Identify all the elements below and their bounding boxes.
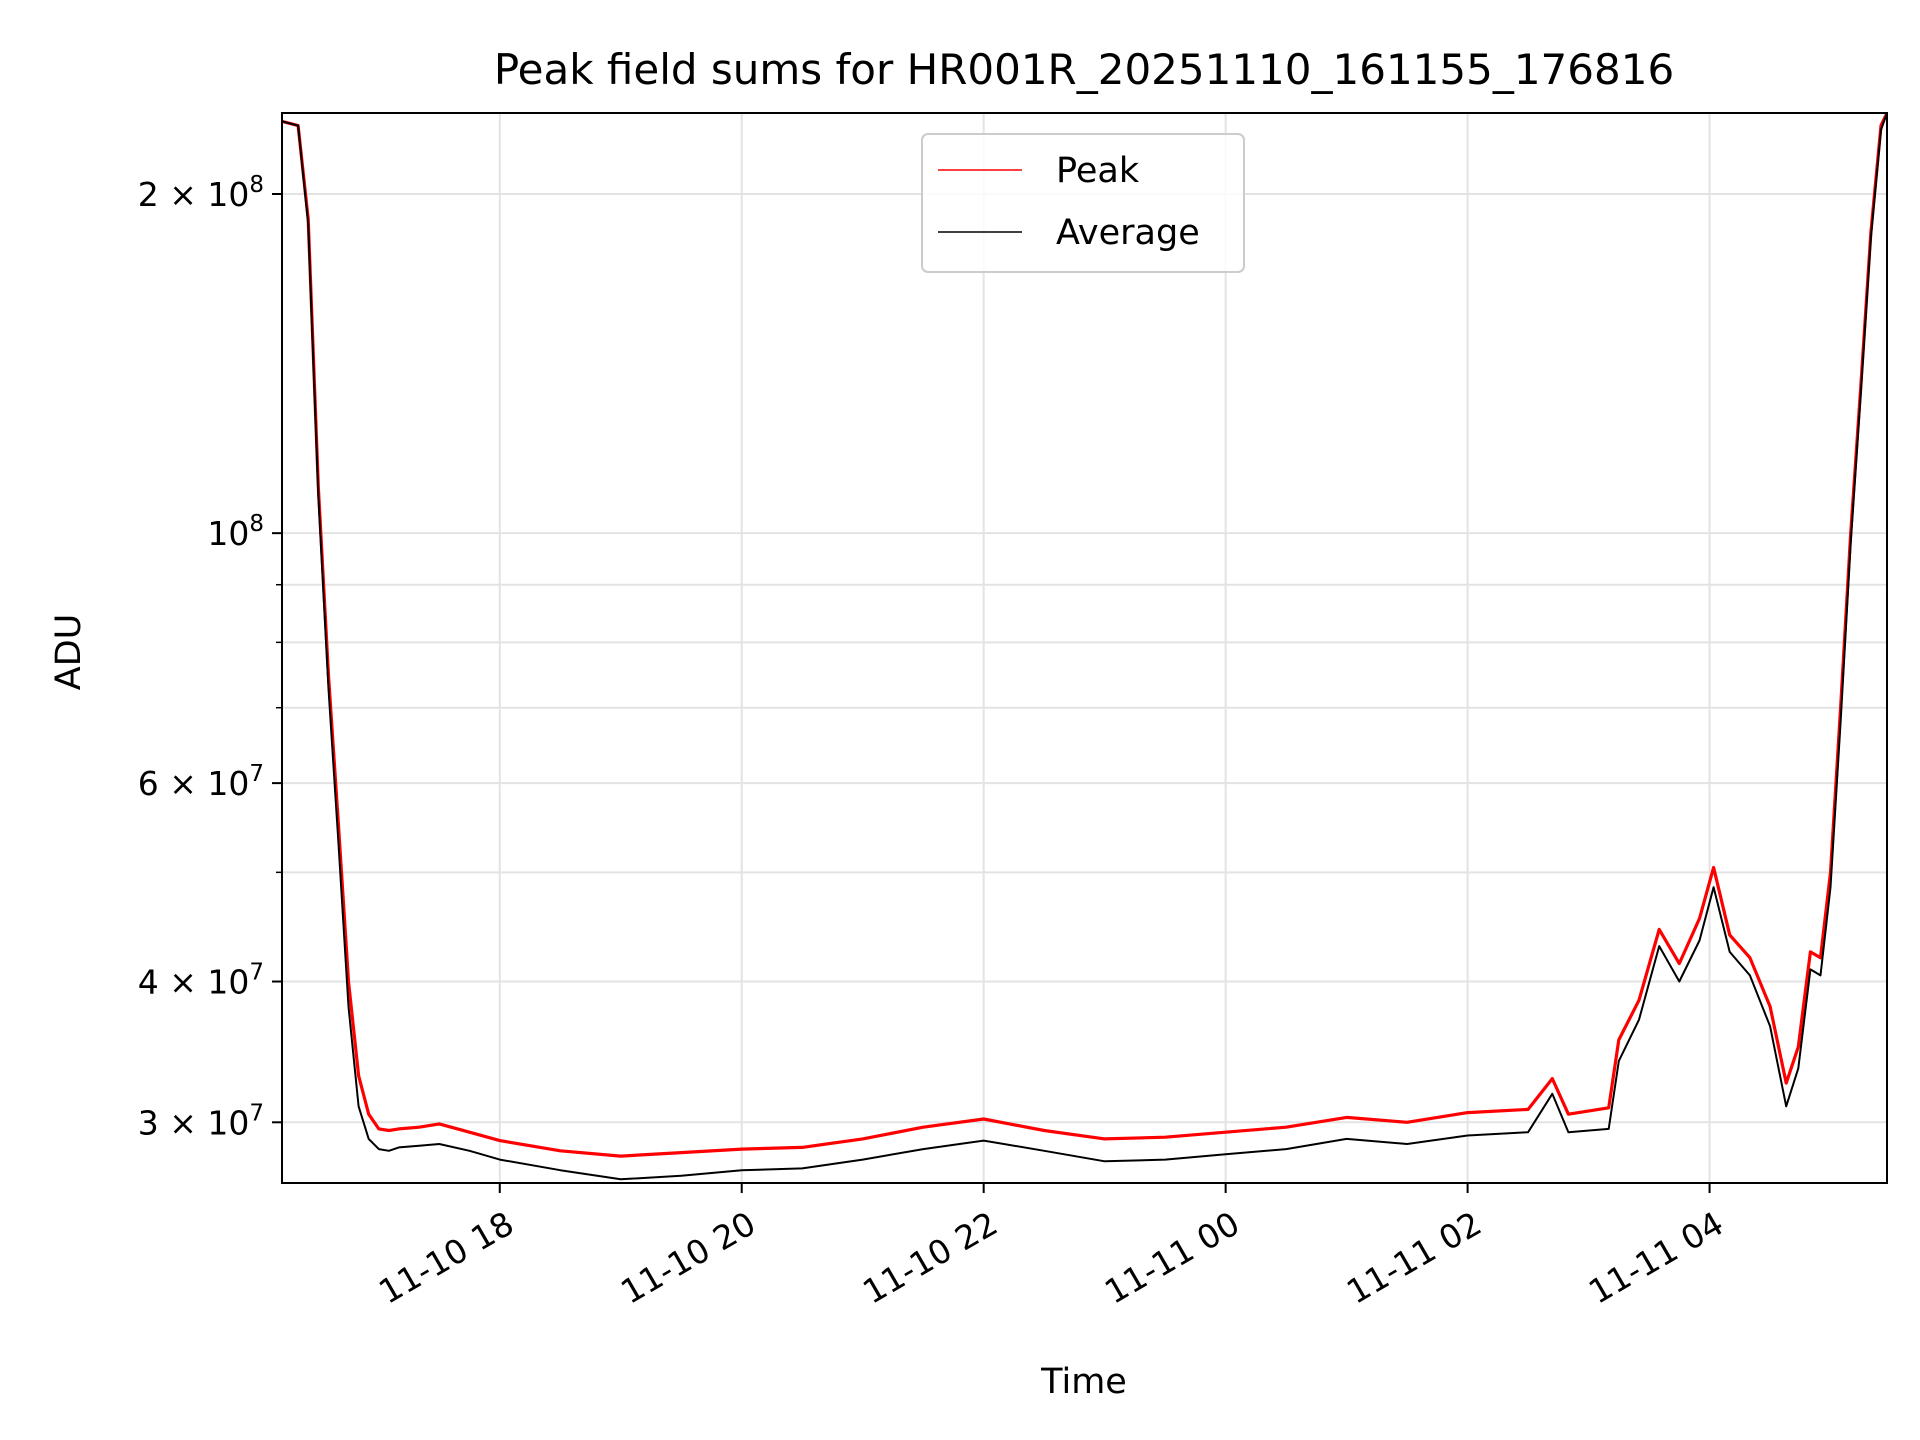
x-tick-label: 11-10 22 xyxy=(856,1204,1004,1312)
x-axis-title: Time xyxy=(1040,1362,1127,1402)
y-tick-label: 6 × 107 xyxy=(138,761,264,803)
x-tick-label: 11-10 18 xyxy=(372,1204,520,1312)
x-tick-label: 11-11 04 xyxy=(1582,1204,1730,1312)
grid-lines xyxy=(282,113,1887,1183)
legend-label-average: Average xyxy=(1056,213,1200,253)
x-tick-label: 11-10 20 xyxy=(614,1204,762,1312)
y-tick-label: 3 × 107 xyxy=(138,1100,264,1142)
x-tick-label: 11-11 02 xyxy=(1340,1204,1488,1312)
y-tick-label: 4 × 107 xyxy=(138,960,264,1002)
axis-ticks xyxy=(272,192,1711,1193)
series-lines xyxy=(282,113,1887,1181)
y-tick-label: 2 × 108 xyxy=(138,172,264,214)
series-line-peak xyxy=(282,113,1887,1158)
y-axis-tick-labels: 3 × 107 4 × 107 6 × 107 108 2 × 108 xyxy=(138,172,264,1142)
x-axis-tick-labels: 11-10 18 11-10 20 11-10 22 11-11 00 11-11 02… xyxy=(372,1204,1730,1312)
y-tick-label: 108 xyxy=(207,511,264,553)
legend-box xyxy=(921,133,1245,273)
legend: Peak Average xyxy=(921,133,1245,273)
chart-title: Peak field sums for HR001R_20251110_1611… xyxy=(494,45,1674,94)
plot-frame xyxy=(281,112,1888,1184)
x-tick-label: 11-11 00 xyxy=(1098,1204,1246,1312)
series-line-average xyxy=(282,113,1887,1181)
legend-label-peak: Peak xyxy=(1056,151,1140,191)
y-axis-title: ADU xyxy=(49,614,89,691)
